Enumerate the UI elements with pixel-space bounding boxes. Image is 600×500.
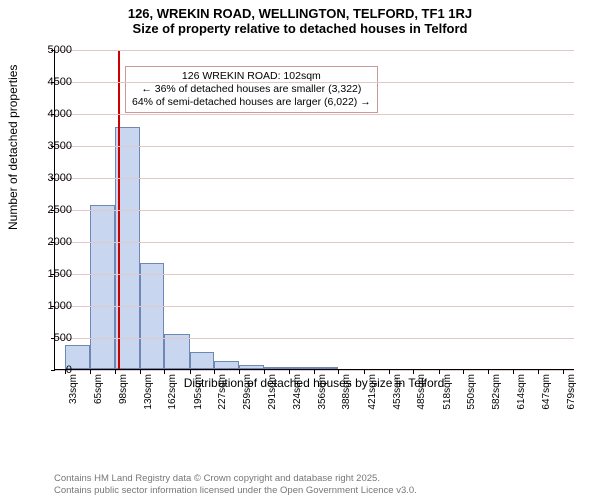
xtick-label: 227sqm [217,374,228,420]
xtick-label: 291sqm [267,374,278,420]
histogram-bar [190,352,215,369]
grid-line [55,210,574,211]
xtick-label: 453sqm [392,374,403,420]
grid-line [55,146,574,147]
xtick-label: 421sqm [367,374,378,420]
xtick-label: 518sqm [442,374,453,420]
xtick-label: 130sqm [143,374,154,420]
grid-line [55,274,574,275]
histogram-bar [140,263,165,369]
xtick-label: 388sqm [341,374,352,420]
xtick-mark [164,370,165,374]
title-line1: 126, WREKIN ROAD, WELLINGTON, TELFORD, T… [0,6,600,21]
xtick-label: 550sqm [466,374,477,420]
grid-line [55,338,574,339]
grid-line [55,242,574,243]
footer-attribution: Contains HM Land Registry data © Crown c… [54,473,417,496]
histogram-bar [314,367,339,369]
xtick-label: 162sqm [167,374,178,420]
xtick-mark [538,370,539,374]
xtick-label: 485sqm [416,374,427,420]
xtick-mark [439,370,440,374]
xtick-label: 33sqm [68,374,79,420]
annotation-line2: ← 36% of detached houses are smaller (3,… [132,83,371,96]
footer-line2: Contains public sector information licen… [54,485,417,496]
xtick-mark [239,370,240,374]
chart-area: 126 WREKIN ROAD: 102sqm ← 36% of detache… [54,50,574,420]
xtick-label: 195sqm [193,374,204,420]
histogram-bar [239,365,264,369]
xtick-label: 356sqm [317,374,328,420]
xtick-mark [338,370,339,374]
xtick-mark [115,370,116,374]
grid-line [55,178,574,179]
ytick-label: 4000 [32,108,72,120]
histogram-bar [164,334,189,369]
xtick-label: 679sqm [566,374,577,420]
histogram-bar [214,361,239,369]
histogram-bar [264,367,289,369]
ytick-label: 2000 [32,236,72,248]
histogram-bar [289,367,314,369]
xtick-mark [314,370,315,374]
xtick-label: 614sqm [516,374,527,420]
ytick-label: 2500 [32,204,72,216]
xtick-mark [488,370,489,374]
xtick-mark [389,370,390,374]
chart-title-block: 126, WREKIN ROAD, WELLINGTON, TELFORD, T… [0,0,600,36]
annotation-line3: 64% of semi-detached houses are larger (… [132,96,371,109]
xtick-mark [563,370,564,374]
xtick-mark [513,370,514,374]
xtick-label: 98sqm [118,374,129,420]
xtick-mark [264,370,265,374]
grid-line [55,306,574,307]
y-axis-label: Number of detached properties [6,65,20,230]
ytick-label: 500 [32,332,72,344]
ytick-label: 3500 [32,140,72,152]
ytick-label: 0 [32,364,72,376]
plot-region: 126 WREKIN ROAD: 102sqm ← 36% of detache… [54,50,574,370]
xtick-mark [463,370,464,374]
xtick-label: 259sqm [242,374,253,420]
grid-line [55,114,574,115]
grid-line [55,82,574,83]
ytick-label: 4500 [32,76,72,88]
annotation-box: 126 WREKIN ROAD: 102sqm ← 36% of detache… [125,66,378,113]
grid-line [55,50,574,51]
xtick-mark [289,370,290,374]
xtick-label: 65sqm [93,374,104,420]
ytick-label: 5000 [32,44,72,56]
ytick-label: 3000 [32,172,72,184]
xtick-mark [413,370,414,374]
xtick-mark [364,370,365,374]
xtick-mark [140,370,141,374]
xtick-label: 582sqm [491,374,502,420]
ytick-label: 1500 [32,268,72,280]
ytick-label: 1000 [32,300,72,312]
xtick-label: 324sqm [292,374,303,420]
title-line2: Size of property relative to detached ho… [0,21,600,36]
xtick-mark [90,370,91,374]
xtick-mark [214,370,215,374]
xtick-label: 647sqm [541,374,552,420]
xtick-mark [190,370,191,374]
histogram-bar [90,205,115,369]
footer-line1: Contains HM Land Registry data © Crown c… [54,473,417,484]
